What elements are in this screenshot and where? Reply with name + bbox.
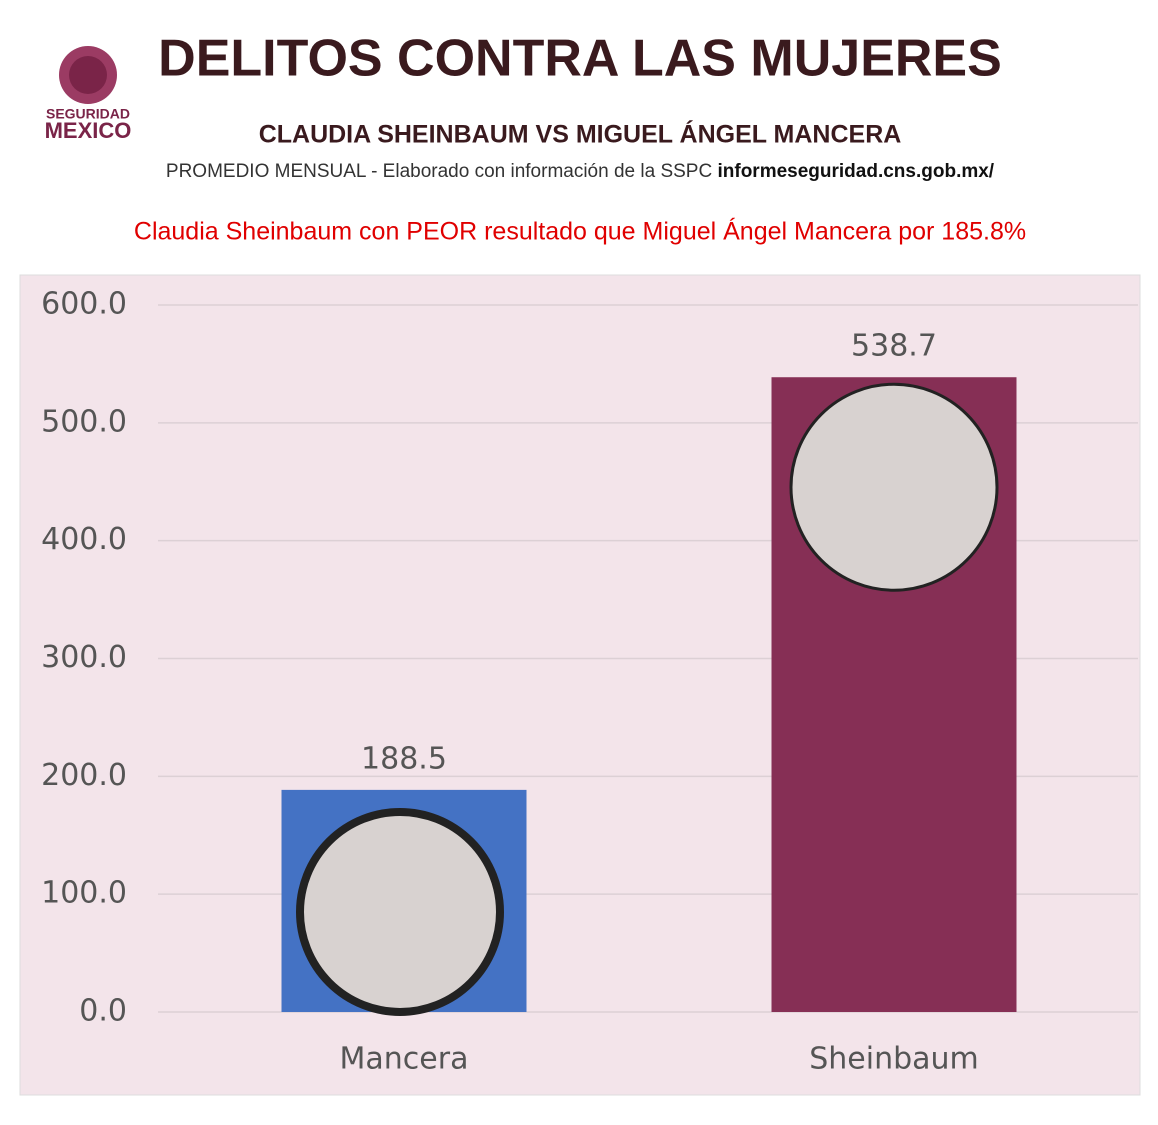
x-tick-label: Sheinbaum bbox=[809, 1042, 979, 1077]
x-tick-label: Mancera bbox=[340, 1042, 469, 1077]
logo-emblem-inner bbox=[69, 56, 107, 94]
y-tick-label: 200.0 bbox=[41, 758, 127, 793]
source-line: PROMEDIO MENSUAL - Elaborado con informa… bbox=[166, 161, 995, 182]
logo-text: SEGURIDAD bbox=[46, 106, 130, 122]
logo-text: MEXICO bbox=[45, 118, 132, 143]
y-tick-label: 100.0 bbox=[41, 876, 127, 911]
logo: SEGURIDAD MEXICO bbox=[45, 46, 132, 143]
source-link: informeseguridad.cns.gob.mx/ bbox=[717, 161, 994, 182]
plot-area: 0.0 100.0 200.0 300.0 400.0 500.0 600.0 Mancera… bbox=[41, 287, 1138, 1077]
portrait bbox=[296, 807, 504, 1016]
data-label: 538.7 bbox=[851, 329, 937, 364]
data-label: 188.5 bbox=[361, 741, 447, 776]
chart-title: DELITOS CONTRA LAS MUJERES bbox=[158, 30, 1002, 88]
y-tick-label: 600.0 bbox=[41, 287, 127, 322]
portrait bbox=[789, 382, 999, 592]
y-tick-label: 300.0 bbox=[41, 640, 127, 675]
y-tick-label: 0.0 bbox=[79, 994, 127, 1029]
annotation: Claudia Sheinbaum con PEOR resultado que… bbox=[134, 217, 1026, 246]
source: PROMEDIO MENSUAL - Elaborado con informa… bbox=[166, 161, 712, 182]
y-tick-label: 500.0 bbox=[41, 404, 127, 439]
chart-subtitle: CLAUDIA SHEINBAUM VS MIGUEL ÁNGEL MANCER… bbox=[259, 120, 902, 149]
y-tick-label: 400.0 bbox=[41, 522, 127, 557]
